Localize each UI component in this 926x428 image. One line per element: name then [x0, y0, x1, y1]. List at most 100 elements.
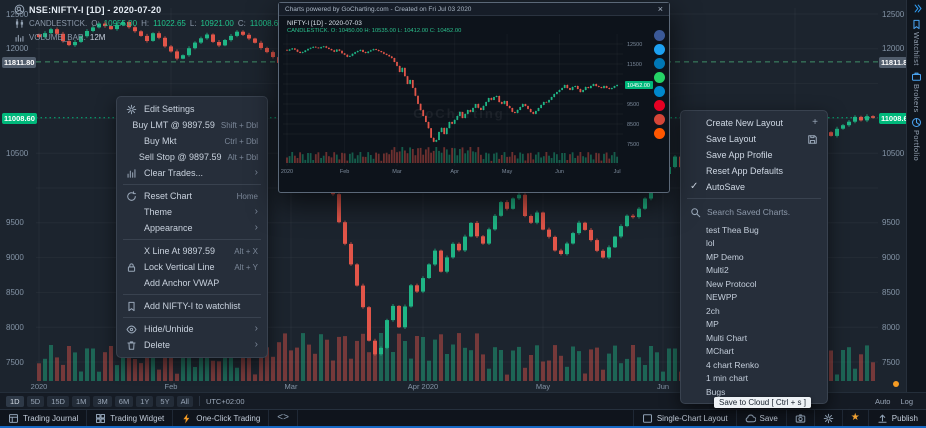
timeframe-15d[interactable]: 15D — [47, 395, 69, 407]
sidebar-tab-brokers[interactable]: Brokers — [911, 71, 922, 112]
trading-widget-button[interactable]: Trading Widget — [87, 410, 174, 426]
volume-icon — [14, 32, 25, 43]
settings-button[interactable] — [813, 410, 842, 426]
eye-icon — [126, 324, 138, 335]
sidebar-tab-portfolio[interactable]: Portfolio — [911, 117, 922, 162]
saved-chart-item[interactable]: 4 chart Renko — [706, 359, 759, 370]
gear-icon — [823, 413, 834, 424]
timezone-display[interactable]: UTC+02:00 — [205, 396, 245, 406]
menu-item-add-nifty-i-to-watchlist[interactable]: Add NIFTY-I to watchlist — [117, 298, 267, 314]
left-price-axis[interactable]: 12500 12000 10500 9500 9000 8500 8000 7500 11811… — [0, 0, 37, 392]
timeframe-5d[interactable]: 5D — [26, 395, 45, 407]
timeframe-1y[interactable]: 1Y — [136, 395, 154, 407]
menu-item-clear-trades[interactable]: Clear Trades... › — [117, 165, 267, 181]
saved-chart-item[interactable]: MP — [706, 319, 719, 330]
saved-chart-item[interactable]: MChart — [706, 346, 734, 357]
saved-chart-item[interactable]: Multi Chart — [706, 332, 748, 343]
telegram-icon[interactable] — [654, 86, 665, 97]
menu-item-buy-mkt[interactable]: Buy Mkt Ctrl + Dbl — [144, 136, 258, 146]
layout-menu-item-save-app-profile[interactable]: Save App Profile — [706, 150, 773, 160]
menu-item-x-line-at-9897-59[interactable]: X Line At 9897.59 Alt + X — [144, 246, 258, 256]
collapse-icon[interactable] — [911, 3, 922, 14]
auto-scale-toggle[interactable]: Auto — [875, 396, 891, 406]
favorites-button[interactable]: ★ — [841, 410, 868, 426]
price-tick: 7500 — [882, 357, 900, 367]
menu-item-hide-unhide[interactable]: Hide/Unhide › — [117, 321, 267, 337]
price-tick: 9000 — [882, 253, 900, 263]
save-button[interactable]: Save — [735, 410, 786, 426]
saved-chart-item[interactable]: MP Demo — [706, 251, 744, 262]
linkedin-icon[interactable] — [654, 58, 665, 69]
menu-item-theme[interactable]: Theme › — [144, 206, 258, 218]
upload-icon — [877, 413, 888, 424]
timeframe-6m[interactable]: 6M — [114, 395, 134, 407]
screenshot-button[interactable] — [785, 410, 814, 426]
svg-text:Jul: Jul — [614, 169, 621, 175]
price-tick: 9500 — [6, 218, 24, 228]
sidebar-tab-watchlist[interactable]: Watchlist — [911, 19, 922, 66]
right-price-axis[interactable]: 12500 12000 10500 9500 9000 8500 8000 7500 11811… — [879, 0, 914, 392]
saved-chart-item[interactable]: test Thea Bug — [706, 224, 759, 235]
saved-chart-item[interactable]: 2ch — [706, 305, 720, 316]
price-tick: 10500 — [6, 148, 29, 158]
price-tick: 9000 — [6, 253, 24, 263]
low-value: 10921.00 — [200, 19, 234, 28]
menu-item-add-anchor-vwap[interactable]: Add Anchor VWAP — [144, 278, 220, 288]
mini-ohlc-line: CANDLESTICK. O: 10450.00 H: 10535.00 L: … — [287, 28, 462, 34]
menu-item-lock-vertical-line[interactable]: Lock Vertical Line Alt + Y — [117, 259, 267, 275]
svg-text:2020: 2020 — [281, 169, 293, 175]
price-tick: 12000 — [882, 44, 905, 54]
layout-menu-item-create-new-layout[interactable]: Create New Layout + — [706, 117, 818, 129]
pinterest-icon[interactable] — [654, 100, 665, 111]
layout-menu-item-reset-app-defaults[interactable]: Reset App Defaults — [706, 166, 784, 176]
menu-item-delete[interactable]: Delete › — [117, 337, 267, 353]
chevron-right-icon: › — [254, 167, 258, 178]
journal-icon — [8, 413, 19, 424]
log-scale-toggle[interactable]: Log — [900, 396, 913, 406]
code-editor-button[interactable]: <> — [269, 410, 298, 426]
share-window-titlebar[interactable]: Charts powered by GoCharting.com - Creat… — [279, 3, 669, 16]
publish-button[interactable]: Publish — [867, 410, 926, 426]
twitter-icon[interactable] — [654, 44, 665, 55]
bookmark-icon — [126, 301, 138, 312]
layout-menu-item-autosave[interactable]: ✓ AutoSave — [690, 181, 746, 193]
saved-chart-item[interactable]: Bugs — [706, 386, 726, 397]
search-saved-charts-input[interactable] — [707, 207, 818, 217]
menu-item-buy-lmt-9897-59[interactable]: Buy LMT @ 9897.59 Shift + Dbl — [132, 120, 258, 130]
clear-icon — [126, 168, 138, 179]
menu-item-sell-stop-9897-59[interactable]: Sell Stop @ 9897.59 Alt + Dbl — [138, 152, 258, 162]
menu-item-edit-settings[interactable]: Edit Settings — [117, 101, 267, 117]
saved-chart-item[interactable]: Multi2 — [706, 265, 729, 276]
open-label: O: — [91, 19, 100, 28]
reddit-icon[interactable] — [654, 128, 665, 139]
briefcase-icon — [911, 71, 922, 82]
timeframe-1d[interactable]: 1D — [6, 395, 24, 407]
trading-journal-button[interactable]: Trading Journal — [0, 410, 88, 426]
layout-menu-item-save-layout[interactable]: Save Layout — [681, 131, 827, 147]
saved-chart-item[interactable]: 1 min chart — [706, 373, 749, 384]
chevron-right-icon: › — [254, 206, 258, 217]
svg-text:Jun: Jun — [555, 169, 564, 175]
magnifier-icon[interactable] — [14, 4, 25, 15]
saved-chart-item[interactable]: lol — [706, 238, 715, 249]
mail-icon[interactable] — [654, 114, 665, 125]
facebook-icon[interactable] — [654, 30, 665, 41]
saved-chart-item[interactable]: New Protocol — [706, 278, 757, 289]
volume-value: 12M — [89, 33, 106, 42]
single-chart-layout-button[interactable]: Single-Chart Layout — [632, 410, 736, 426]
timeframe-3m[interactable]: 3M — [93, 395, 112, 407]
chart-context-menu: Edit Settings Buy LMT @ 9897.59 Shift + Db… — [116, 96, 268, 358]
price-tick: 9500 — [882, 218, 900, 228]
saved-charts-search[interactable] — [681, 202, 827, 222]
whatsapp-icon[interactable] — [654, 72, 665, 83]
timeframe-5y[interactable]: 5Y — [156, 395, 174, 407]
menu-item-appearance[interactable]: Appearance › — [144, 222, 258, 234]
menu-shortcut: Ctrl + Dbl — [224, 136, 258, 146]
timeframe-1m[interactable]: 1M — [71, 395, 91, 407]
one-click-trading-button[interactable]: One-Click Trading — [173, 410, 270, 426]
realtime-indicator-dot[interactable] — [893, 381, 899, 387]
saved-chart-item[interactable]: NEWPP — [706, 292, 738, 303]
timeframe-all[interactable]: All — [176, 395, 193, 407]
close-icon[interactable]: × — [657, 3, 663, 14]
menu-item-reset-chart[interactable]: Reset Chart Home — [117, 188, 267, 204]
